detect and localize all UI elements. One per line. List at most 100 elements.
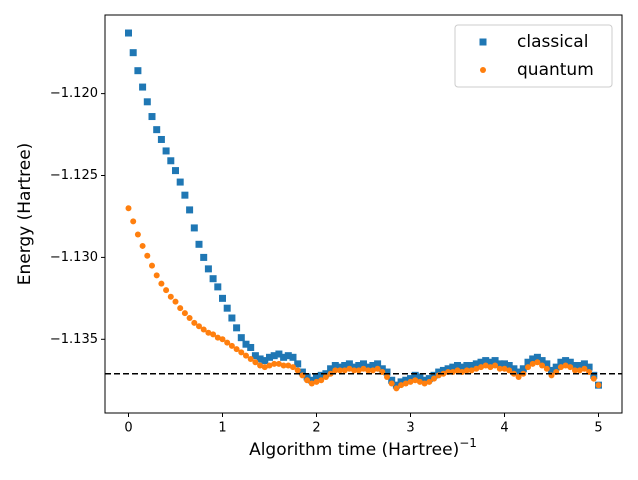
data-point <box>313 378 320 385</box>
data-point <box>209 275 217 283</box>
data-point <box>463 362 471 370</box>
data-point <box>360 360 367 368</box>
data-point <box>454 362 461 370</box>
data-point <box>290 364 296 371</box>
data-point <box>388 380 395 387</box>
data-point <box>242 340 250 348</box>
data-point <box>580 360 588 368</box>
data-point <box>157 135 165 143</box>
data-point <box>285 362 292 369</box>
x-tick-label: 0 <box>124 421 132 436</box>
data-point <box>421 376 429 384</box>
data-point <box>552 363 560 371</box>
data-point <box>412 377 419 384</box>
data-point <box>200 326 207 333</box>
data-point <box>163 287 170 294</box>
data-point <box>275 350 283 358</box>
data-point <box>458 363 466 371</box>
data-point <box>529 360 536 367</box>
y-tick-label: −1.130 <box>50 250 98 265</box>
data-point <box>501 365 508 372</box>
data-point <box>595 382 602 389</box>
data-point <box>378 365 386 373</box>
data-point <box>510 365 518 373</box>
data-point <box>204 265 212 273</box>
data-point <box>562 357 570 365</box>
data-point <box>473 365 480 372</box>
data-point <box>402 376 410 384</box>
data-point <box>355 367 362 374</box>
data-point <box>350 363 358 371</box>
data-point <box>543 360 551 368</box>
x-label-superscript: −1 <box>459 436 477 450</box>
data-point <box>566 358 574 366</box>
data-point <box>365 367 372 374</box>
data-point <box>130 218 137 225</box>
data-point <box>581 365 588 372</box>
data-point <box>585 363 593 371</box>
data-point <box>195 240 203 248</box>
data-point <box>524 358 532 366</box>
data-point <box>233 346 240 353</box>
data-point <box>426 378 433 385</box>
data-point <box>482 357 490 365</box>
x-label-text: Algorithm time (Hartree) <box>249 440 459 460</box>
data-point <box>294 360 302 368</box>
data-point <box>167 293 174 300</box>
data-point <box>191 319 198 326</box>
data-point <box>177 305 184 312</box>
data-point <box>251 352 259 360</box>
data-point <box>346 365 353 372</box>
data-point <box>271 360 278 367</box>
data-point <box>496 360 504 368</box>
legend-marker <box>480 67 486 73</box>
data-point <box>266 362 273 369</box>
data-point <box>430 371 438 379</box>
data-point <box>228 314 236 322</box>
data-point <box>572 367 578 374</box>
data-point <box>477 358 485 366</box>
data-point <box>501 360 508 368</box>
data-point <box>228 342 235 349</box>
data-point <box>439 366 447 374</box>
y-axis-label: Energy (Hartree) <box>15 143 35 286</box>
data-point <box>492 362 499 369</box>
data-point <box>280 362 287 369</box>
data-point <box>383 368 391 376</box>
data-point <box>388 376 396 384</box>
data-point <box>491 357 499 365</box>
data-point <box>332 367 339 374</box>
x-axis-label: Algorithm time (Hartree)−1 <box>249 436 477 461</box>
data-point <box>538 357 546 365</box>
data-point <box>364 363 372 371</box>
data-point <box>134 67 142 75</box>
data-point <box>384 373 390 380</box>
data-point <box>158 280 165 287</box>
plot-frame <box>104 14 623 414</box>
legend-marker <box>479 38 487 46</box>
data-point <box>506 367 513 374</box>
data-point <box>200 253 208 261</box>
data-point <box>468 367 475 374</box>
data-point <box>431 375 437 382</box>
data-point <box>252 359 259 366</box>
data-point <box>482 362 489 369</box>
data-point <box>393 385 400 392</box>
data-point <box>205 329 212 336</box>
data-point <box>533 353 541 361</box>
data-point <box>454 367 461 374</box>
data-point <box>144 252 151 259</box>
data-point <box>416 373 424 381</box>
data-point <box>327 365 335 373</box>
data-point <box>590 371 598 379</box>
data-point <box>505 362 513 370</box>
data-point <box>398 382 405 389</box>
data-point <box>590 375 597 382</box>
data-point <box>449 363 457 371</box>
data-point <box>369 362 377 370</box>
x-tick-label: 1 <box>218 421 226 436</box>
data-point <box>519 365 527 373</box>
data-point <box>425 375 433 383</box>
data-point <box>125 205 132 212</box>
